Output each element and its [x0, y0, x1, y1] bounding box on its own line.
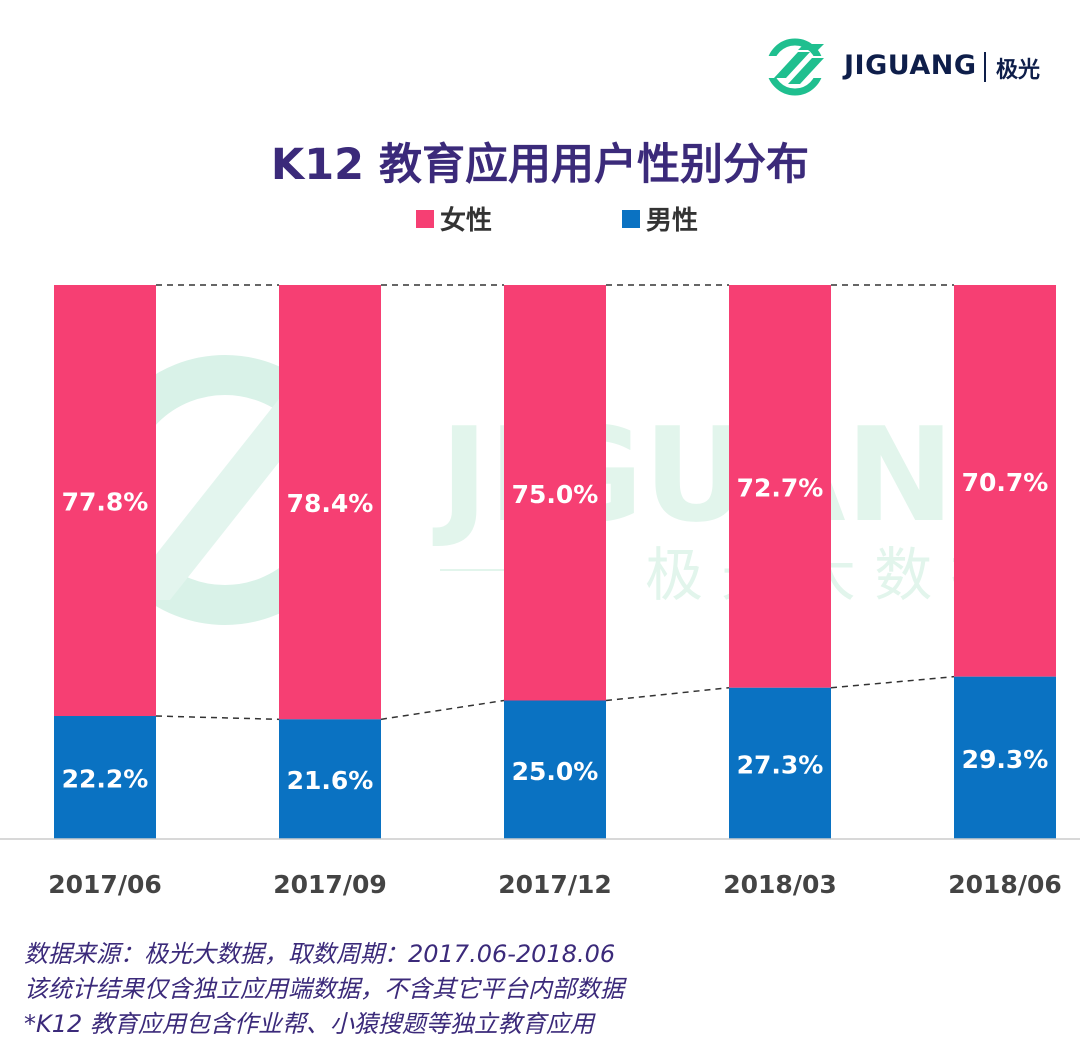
- data-labels: 77.8% 22.2% 78.4% 21.6% 75.0% 25.0% 72.7% 27.3%…: [62, 468, 1049, 795]
- footnote-scope: 该统计结果仅含独立应用端数据，不含其它平台内部数据: [24, 975, 624, 1003]
- bar-male-1: [279, 719, 381, 839]
- data-label-female-4: 70.7%: [962, 468, 1049, 497]
- x-tick-label-1: 2017/09: [273, 870, 387, 899]
- chart-title: K12 教育应用用户性别分布: [270, 140, 810, 190]
- logo-text: JIGUANG: [844, 50, 977, 81]
- footnote-definition: *K12 教育应用包含作业帮、小猿搜题等独立教育应用: [24, 1010, 594, 1038]
- legend-swatch-female: [416, 209, 434, 228]
- legend-item-male: 男性: [622, 200, 698, 237]
- data-label-female-2: 75.0%: [512, 480, 599, 509]
- data-label-male-4: 29.3%: [962, 745, 1049, 774]
- bar-female-3: [729, 285, 831, 688]
- legend-swatch-male: [622, 209, 640, 228]
- connector-boundary-1: [380, 699, 505, 721]
- legend-item-female: 女性: [416, 200, 492, 237]
- logo-cn-text: 极光: [996, 58, 1041, 83]
- connector-boundary-2: [605, 687, 730, 702]
- bar-female-0: [54, 285, 156, 717]
- data-label-female-1: 78.4%: [287, 489, 374, 518]
- bar-male-4: [954, 676, 1056, 839]
- legend-label-female: 女性: [440, 206, 493, 236]
- x-tick-label-2: 2017/12: [498, 870, 612, 899]
- data-label-male-2: 25.0%: [512, 757, 599, 786]
- bar-female-4: [954, 285, 1056, 677]
- footnote-source: 数据来源：极光大数据，取数周期：2017.06-2018.06: [24, 940, 616, 968]
- connector-boundary-3: [830, 675, 955, 689]
- x-tick-label-3: 2018/03: [723, 870, 837, 899]
- x-tick-label-0: 2017/06: [48, 870, 162, 899]
- bar-male-3: [729, 687, 831, 839]
- brand-logo: JIGUANG 极光: [766, 38, 1066, 98]
- data-label-female-0: 77.8%: [62, 488, 149, 517]
- bars: [54, 285, 1056, 839]
- bar-female-2: [504, 285, 606, 701]
- legend-label-male: 男性: [646, 206, 699, 236]
- logo-divider: [984, 52, 986, 82]
- jiguang-logo-icon: [766, 38, 828, 96]
- data-label-male-1: 21.6%: [287, 766, 374, 795]
- x-tick-label-4: 2018/06: [948, 870, 1062, 899]
- data-label-female-3: 72.7%: [737, 473, 824, 502]
- bar-female-1: [279, 285, 381, 720]
- connector-boundary-0: [155, 715, 280, 721]
- chart-legend: 女性 男性: [0, 200, 1080, 240]
- connector-lines: [155, 284, 955, 721]
- x-axis: 2017/06 2017/09 2017/12 2018/03 2018/06: [0, 838, 1080, 899]
- data-label-male-0: 22.2%: [62, 765, 149, 794]
- bar-male-2: [504, 700, 606, 839]
- bar-male-0: [54, 716, 156, 839]
- data-label-male-3: 27.3%: [737, 750, 824, 779]
